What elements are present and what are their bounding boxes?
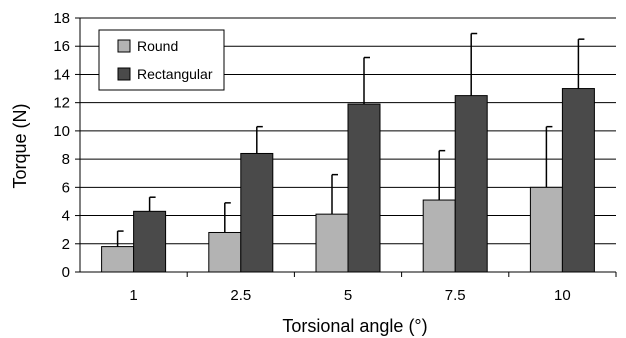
bar-rectangular [561,88,595,273]
axes [75,17,617,277]
bar-rectangular [133,210,167,273]
x-tick-labels: 1 2.5 5 7.5 10 [129,287,570,304]
y-axis-title: Torque (N) [10,103,30,188]
bar-round [422,199,456,273]
x-tick-label: 1 [129,287,137,304]
x-tick-label: 7.5 [445,287,466,304]
x-tick-label: 10 [554,287,571,304]
y-tick-labels: 0 2 4 6 8 10 12 14 16 18 [53,10,70,281]
y-tick-label: 4 [62,208,70,225]
error-bars [116,32,585,247]
y-tick-label: 2 [62,236,70,253]
legend-label-rectangular: Rectangular [137,66,213,82]
legend-swatch-rectangular [117,67,131,81]
bar-round [529,186,563,273]
y-tick-label: 6 [62,179,70,196]
y-tick-label: 18 [53,10,70,27]
y-tick-label: 0 [62,264,70,281]
bar-round [208,231,242,273]
legend-swatch-round [117,39,131,53]
y-tick-label: 14 [53,66,70,83]
bar-rectangular [454,95,488,273]
bar-rectangular [240,152,274,273]
bar-rectangular [347,103,381,273]
legend: Round Rectangular [98,29,225,91]
bars [101,88,595,273]
y-tick-label: 16 [53,38,70,55]
legend-label-round: Round [137,38,178,54]
y-tick-label: 12 [53,95,70,112]
bar-round [315,213,349,273]
x-tick-label: 5 [344,287,352,304]
bar-round [101,246,135,273]
y-tick-label: 10 [53,123,70,140]
y-tick-label: 8 [62,151,70,168]
x-tick-label: 2.5 [230,287,251,304]
x-axis-title: Torsional angle (°) [282,316,427,336]
